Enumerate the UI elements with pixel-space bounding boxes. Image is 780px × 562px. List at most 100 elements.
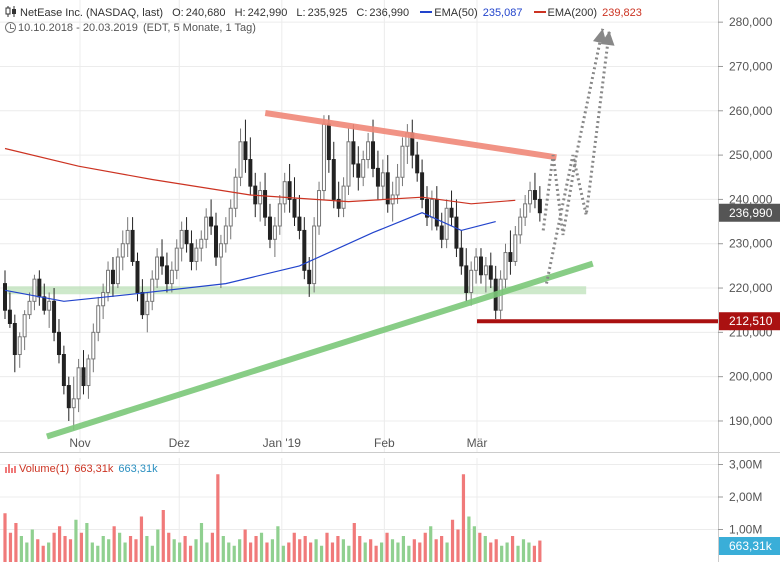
volume-bar [36,539,40,562]
volume-bar [369,539,373,562]
candle-body [194,247,199,262]
candle-body [71,398,76,409]
x-tick-label: Feb [374,436,395,450]
volume-bar [330,542,335,562]
candle-body [478,256,483,276]
candle-body [223,225,228,245]
x-tick-label: Dez [169,436,190,450]
y-tick-label: 240,000 [729,192,773,206]
candle-body [155,256,160,280]
candle-body [140,291,145,316]
candle-body [32,278,37,302]
candle-body [287,181,292,200]
candle-body [179,229,184,249]
candle-body [150,278,155,302]
volume-bar [254,536,258,562]
volume-bar [347,545,351,562]
candle-body [474,256,479,271]
volume-bar [216,474,220,562]
candle-body [292,198,297,218]
volume-label: Volume(1) [19,463,70,475]
volume-bar [248,542,253,562]
candle-body [47,300,52,311]
volume-bar [8,532,13,562]
candle-body [17,336,22,356]
ema50-legend-swatch [420,11,433,13]
volume-bar [156,529,160,562]
volume-bar [390,539,395,562]
volume-bar [96,545,100,562]
volume-bar [445,542,449,562]
candle-body [130,229,135,262]
candle-body [12,322,17,356]
volume-bar [440,536,444,562]
candle-body [189,243,194,262]
candle-body [307,269,312,285]
volume-bar [123,542,127,562]
volume-bar [101,536,105,562]
volume-bar [238,539,242,562]
candle-body [258,190,263,205]
candle-body [238,141,243,178]
volume-bar [145,536,149,562]
y-tick-label: 280,000 [729,15,773,29]
candle-body [454,216,459,249]
volume-bar [467,516,471,562]
candle-body [120,243,125,258]
volume-last-tag [719,537,780,555]
instrument-title: NetEase Inc. (NASDAQ, last) [20,7,164,19]
volume-bar [385,532,389,562]
y-tick-label: 250,000 [729,148,773,162]
volume-bar [418,542,422,562]
projection-path-1 [541,28,605,236]
candle-body [321,123,326,192]
candle-body [135,260,140,293]
low-label: L: [296,7,306,19]
volume-bar [319,545,324,562]
volume-bar [303,536,307,562]
volume-bar [243,529,247,562]
candle-body [420,172,425,200]
x-tick-label: Jan '19 [263,436,302,450]
volume-bar [227,542,231,562]
candle-body [434,198,439,227]
volume-tick-label: 1,00M [729,523,762,537]
volume-bar [489,542,493,562]
volume-bar [309,542,313,562]
volume-tick-label: 2,00M [729,490,762,504]
candle-body [537,198,542,214]
projection-path-2 [545,30,611,284]
volume-bar [3,513,7,562]
candle-body [115,256,120,285]
volume-bar [139,516,144,562]
last-price-label: 236,990 [729,206,773,220]
candle-body [375,167,380,187]
volume-bar [14,523,18,562]
volume-bar [85,523,89,562]
volume-bar [118,532,122,562]
candles [3,115,542,430]
candle-body [106,269,111,293]
candlestick-icon [5,6,18,17]
candle-body [488,265,493,280]
candle-body [218,243,223,258]
candle-body [7,309,12,324]
candle-body [513,234,518,262]
close-label: C: [356,7,368,19]
volume-bar [210,532,214,562]
volume-tick-label: 3,00M [729,458,762,472]
candle-body [317,190,322,227]
open-label: O: [172,7,184,19]
volume-value-2: 663,31k [118,463,158,475]
stop-price-tag [719,312,780,331]
volume-bar [30,529,34,562]
candle-body [169,269,174,285]
candle-body [61,354,66,387]
candle-body [272,225,277,240]
volume-bar [450,519,455,562]
candle-body [204,216,209,240]
y-tick-label: 230,000 [729,237,773,251]
candle-body [52,300,57,333]
volume-bar [461,474,466,562]
